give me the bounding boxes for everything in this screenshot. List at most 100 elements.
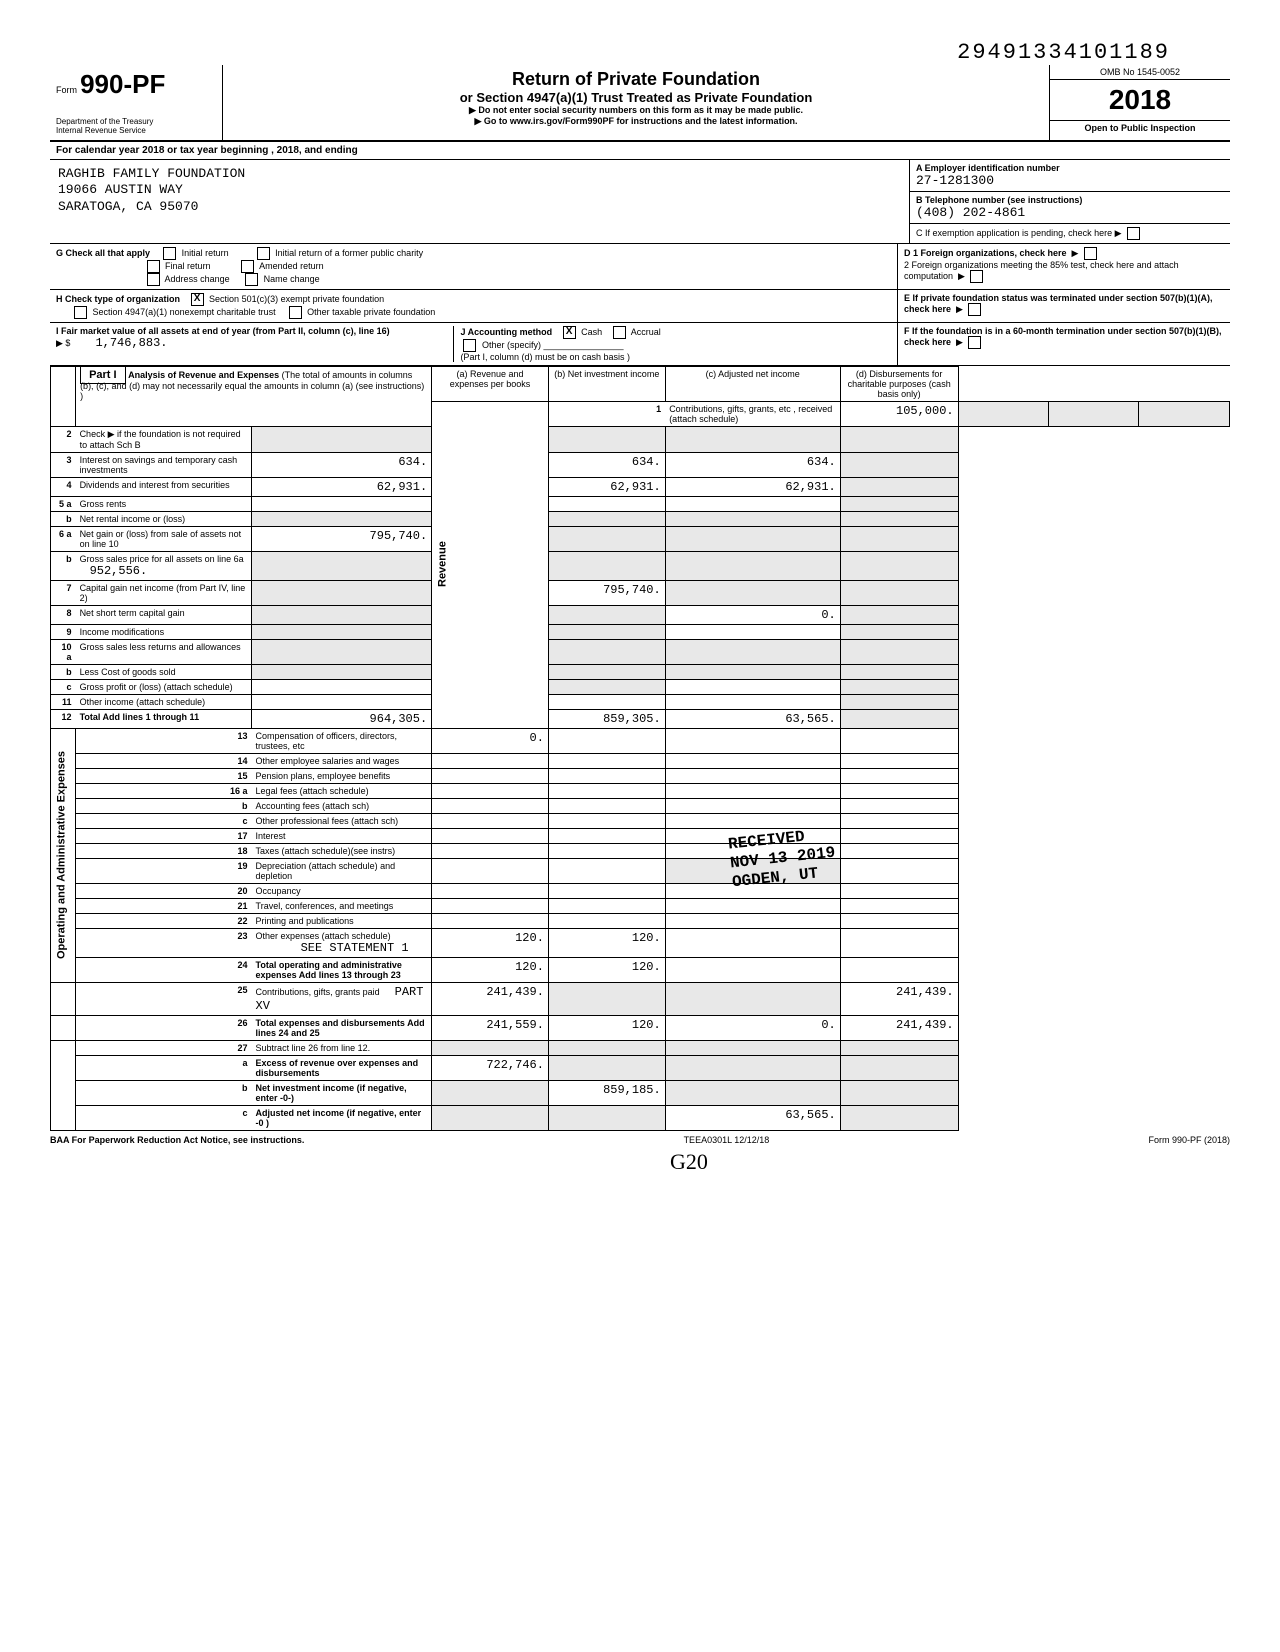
row-num: 16 a	[76, 783, 252, 798]
r6a-a: 795,740.	[252, 526, 432, 551]
row-desc: Net short term capital gain	[76, 605, 252, 624]
r4-b: 62,931.	[548, 477, 665, 496]
row-desc: Other employee salaries and wages	[252, 753, 432, 768]
r1-a: 105,000.	[840, 401, 958, 426]
row-num: 27	[76, 1040, 252, 1055]
r25-desc: Contributions, gifts, grants paid	[256, 987, 380, 997]
j-note: (Part I, column (d) must be on cash basi…	[460, 352, 630, 362]
row-desc: Less Cost of goods sold	[76, 664, 252, 679]
j-accrual-checkbox[interactable]	[613, 326, 626, 339]
e-checkbox[interactable]	[968, 303, 981, 316]
j-other: Other (specify)	[482, 339, 541, 349]
box-f-label: F If the foundation is in a 60-month ter…	[904, 326, 1222, 347]
r6b-value: 952,556.	[90, 564, 148, 578]
part1-table: Part I Analysis of Revenue and Expenses …	[50, 366, 1230, 1131]
g-final-return-checkbox[interactable]	[147, 260, 160, 273]
g-opt-0: Initial return	[182, 247, 229, 257]
g-name-change-checkbox[interactable]	[245, 273, 258, 286]
r1-b	[958, 401, 1048, 426]
g-amended-checkbox[interactable]	[241, 260, 254, 273]
ein-value: 27-1281300	[916, 173, 1224, 188]
row-desc: Compensation of officers, directors, tru…	[252, 728, 432, 753]
row-num: 21	[76, 898, 252, 913]
row-desc: Excess of revenue over expenses and disb…	[252, 1055, 432, 1080]
row-num: 26	[76, 1015, 252, 1040]
g-initial-return-checkbox[interactable]	[163, 247, 176, 260]
row-desc: Contributions, gifts, grants paid PART X…	[252, 982, 432, 1015]
form-header: Form 990-PF Department of the Treasury I…	[50, 65, 1230, 142]
row-desc: Gross sales price for all assets on line…	[76, 551, 252, 580]
g-address-change-checkbox[interactable]	[147, 273, 160, 286]
box-c-checkbox[interactable]	[1127, 227, 1140, 240]
row-num: c	[76, 813, 252, 828]
r25-d: 241,439.	[840, 982, 958, 1015]
r27b-b: 859,185.	[548, 1080, 665, 1105]
line-h-e-row: H Check type of organization X Section 5…	[50, 290, 1230, 323]
h-opt1: Section 501(c)(3) exempt private foundat…	[209, 293, 384, 303]
row-num: 10 a	[51, 639, 76, 664]
row-num: 3	[51, 452, 76, 477]
dept-line2: Internal Revenue Service	[56, 127, 216, 136]
row-desc: Adjusted net income (if negative, enter …	[252, 1105, 432, 1130]
r27c-c: 63,565.	[665, 1105, 840, 1130]
line-i-label: I Fair market value of all assets at end…	[56, 326, 390, 336]
row-num: b	[51, 664, 76, 679]
row-desc: Interest on savings and temporary cash i…	[76, 452, 252, 477]
r3-b: 634.	[548, 452, 665, 477]
r12-a: 964,305.	[252, 709, 432, 728]
r23-extra: SEE STATEMENT 1	[301, 941, 409, 955]
row-desc: Taxes (attach schedule)(see instrs)	[252, 843, 432, 858]
year-box: OMB No 1545-0052 2018 Open to Public Ins…	[1049, 65, 1230, 140]
d2-checkbox[interactable]	[970, 270, 983, 283]
r6b-desc: Gross sales price for all assets on line…	[80, 554, 244, 564]
entity-addr2: SARATOGA, CA 95070	[58, 199, 901, 216]
footer-mid: TEEA0301L 12/12/18	[684, 1135, 770, 1145]
h-other-checkbox[interactable]	[289, 306, 302, 319]
h-501c3-checkbox[interactable]: X	[191, 293, 204, 306]
entity-name: RAGHIB FAMILY FOUNDATION	[58, 166, 901, 183]
g-initial-former-checkbox[interactable]	[257, 247, 270, 260]
box-d1-label: D 1 Foreign organizations, check here	[904, 247, 1067, 257]
row-num: 4	[51, 477, 76, 496]
r4-a: 62,931.	[252, 477, 432, 496]
row-desc: Pension plans, employee benefits	[252, 768, 432, 783]
r24-b: 120.	[548, 957, 665, 982]
row-desc: Check ▶ if the foundation is not require…	[76, 426, 252, 452]
row-desc: Printing and publications	[252, 913, 432, 928]
box-d2-label: 2 Foreign organizations meeting the 85% …	[904, 260, 1179, 281]
r26-c: 0.	[665, 1015, 840, 1040]
r23-b: 120.	[548, 928, 665, 957]
d1-checkbox[interactable]	[1084, 247, 1097, 260]
r1-d	[1139, 401, 1230, 426]
g-opt-1: Final return	[165, 260, 211, 270]
row-desc: Gross profit or (loss) (attach schedule)	[76, 679, 252, 694]
g-opt-5: Name change	[264, 273, 320, 283]
row-num: 6 a	[51, 526, 76, 551]
phone-value: (408) 202-4861	[916, 205, 1224, 220]
document-locator-number: 29491334101189	[50, 40, 1230, 65]
r12-c: 63,565.	[665, 709, 840, 728]
j-other-checkbox[interactable]	[463, 339, 476, 352]
row-num: 13	[76, 728, 252, 753]
title-note2: ▶ Go to www.irs.gov/Form990PF for instru…	[233, 116, 1039, 127]
line-g-label: G Check all that apply	[56, 247, 150, 257]
r1-c	[1049, 401, 1139, 426]
right-info-boxes: A Employer identification number 27-1281…	[909, 160, 1230, 243]
g-opt-3: Initial return of a former public charit…	[275, 247, 423, 257]
r7-b: 795,740.	[548, 580, 665, 605]
row-num: 11	[51, 694, 76, 709]
form-title-box: Return of Private Foundation or Section …	[223, 65, 1049, 140]
form-prefix: Form	[56, 85, 77, 95]
line-j-label: J Accounting method	[460, 326, 552, 336]
j-cash-checkbox[interactable]: X	[563, 326, 576, 339]
title-note1: ▶ Do not enter social security numbers o…	[233, 105, 1039, 116]
title-line1: Return of Private Foundation	[233, 69, 1039, 90]
row-num: 25	[76, 982, 252, 1015]
f-checkbox[interactable]	[968, 336, 981, 349]
r4-c: 62,931.	[665, 477, 840, 496]
form-number-box: Form 990-PF Department of the Treasury I…	[50, 65, 223, 140]
handwritten-note: G20	[670, 1149, 708, 1175]
h-opt3: Other taxable private foundation	[307, 306, 435, 316]
h-4947-checkbox[interactable]	[74, 306, 87, 319]
revenue-vlabel: Revenue	[432, 401, 549, 728]
